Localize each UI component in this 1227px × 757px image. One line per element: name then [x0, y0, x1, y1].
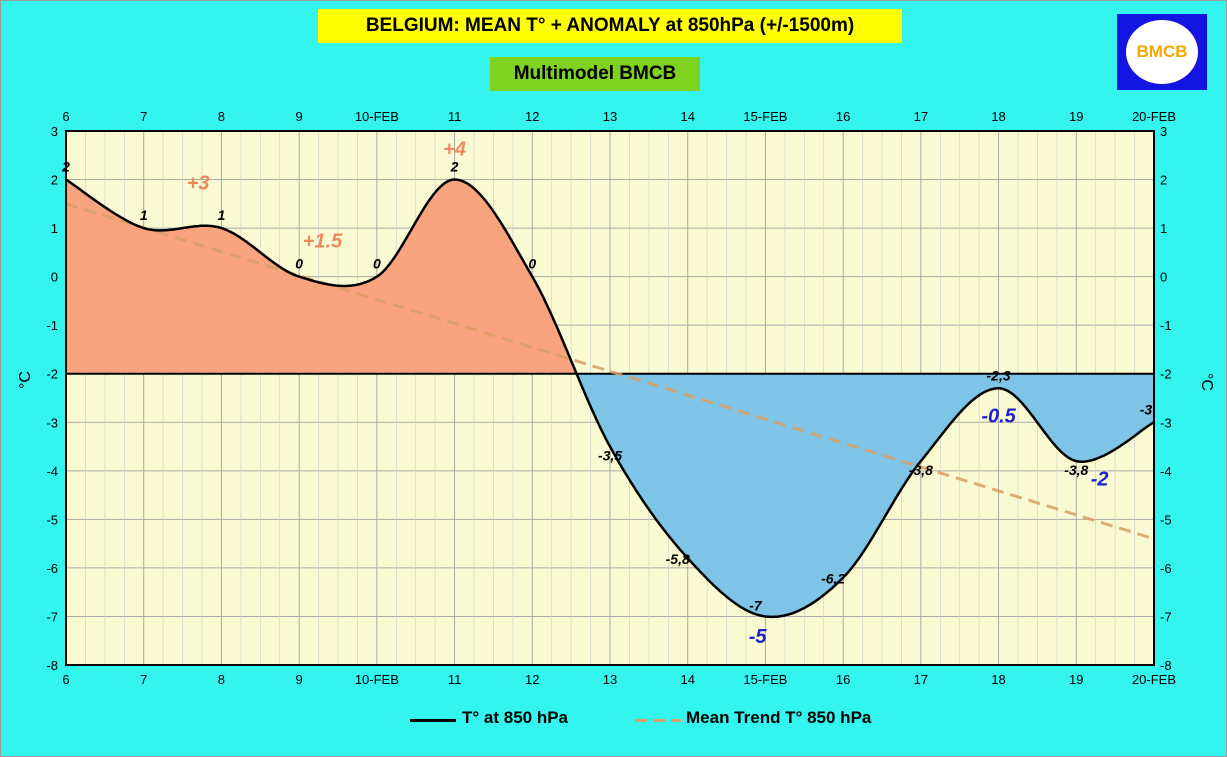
y-tick-label-left: -8: [46, 658, 58, 673]
y-tick-label-left: -7: [46, 609, 58, 624]
y-tick-label-right: -3: [1160, 415, 1172, 430]
y-axis-title-left: °C: [17, 371, 34, 389]
x-tick-label-bottom: 9: [296, 672, 303, 687]
x-tick-label-top: 8: [218, 109, 225, 124]
y-tick-label-right: 2: [1160, 173, 1167, 188]
x-tick-label-bottom: 11: [448, 672, 462, 687]
x-tick-label-bottom: 14: [680, 672, 694, 687]
data-label: 0: [373, 256, 381, 272]
y-tick-label-right: -4: [1160, 464, 1172, 479]
anomaly-annotation: -2: [1091, 468, 1109, 490]
y-tick-label-right: -7: [1160, 609, 1172, 624]
x-tick-label-bottom: 12: [525, 672, 539, 687]
legend-item-temperature: T° at 850 hPa: [462, 708, 569, 727]
anomaly-annotation: +1.5: [303, 231, 343, 253]
cold-anomaly-area: [66, 373, 1154, 617]
y-tick-label-left: 1: [51, 221, 58, 236]
data-label: 2: [450, 159, 459, 175]
x-tick-label-top: 20-FEB: [1132, 109, 1176, 124]
x-tick-label-top: 13: [603, 109, 617, 124]
x-tick-label-top: 10-FEB: [355, 109, 399, 124]
y-tick-label-right: 3: [1160, 124, 1167, 139]
y-tick-label-right: 0: [1160, 270, 1167, 285]
x-tick-label-bottom: 8: [218, 672, 225, 687]
data-label: -3: [1140, 401, 1153, 417]
plot-border: [65, 130, 1155, 666]
x-tick-label-bottom: 20-FEB: [1132, 672, 1176, 687]
x-tick-label-bottom: 15-FEB: [743, 672, 787, 687]
y-tick-label-left: 0: [51, 270, 58, 285]
x-tick-label-bottom: 7: [140, 672, 147, 687]
anomaly-annotation: +4: [443, 138, 466, 160]
chart-title: BELGIUM: MEAN T° + ANOMALY at 850hPa (+/…: [318, 9, 902, 43]
y-tick-label-right: -8: [1160, 658, 1172, 673]
x-tick-label-bottom: 6: [62, 672, 69, 687]
y-tick-label-left: -2: [46, 367, 58, 382]
y-tick-label-left: -5: [46, 512, 58, 527]
warm-anomaly-area: [66, 179, 1154, 374]
x-tick-label-top: 14: [680, 109, 694, 124]
x-tick-label-top: 18: [991, 109, 1005, 124]
y-tick-label-right: -6: [1160, 561, 1172, 576]
anomaly-annotation: -5: [749, 626, 768, 648]
data-label: -7: [749, 597, 763, 613]
y-tick-label-left: -6: [46, 561, 58, 576]
data-label: 2: [61, 159, 70, 175]
y-tick-label-left: -1: [46, 318, 58, 333]
y-tick-label-right: 1: [1160, 221, 1167, 236]
y-tick-label-left: -4: [46, 464, 58, 479]
y-tick-label-left: -3: [46, 415, 58, 430]
data-label: -5,8: [666, 551, 690, 567]
legend-solid-swatch: [410, 719, 456, 722]
x-tick-label-top: 11: [448, 109, 462, 124]
x-tick-label-top: 12: [525, 109, 539, 124]
data-label: 0: [295, 256, 303, 272]
x-tick-label-top: 19: [1069, 109, 1083, 124]
bmcb-logo: BMCB: [1117, 14, 1207, 90]
legend-dashed-swatch: [635, 719, 681, 722]
x-tick-label-top: 9: [296, 109, 303, 124]
x-tick-label-bottom: 10-FEB: [355, 672, 399, 687]
x-tick-label-top: 16: [836, 109, 850, 124]
y-tick-label-right: -1: [1160, 318, 1172, 333]
x-tick-label-bottom: 18: [991, 672, 1005, 687]
y-tick-label-right: -2: [1160, 367, 1172, 382]
y-axis-title-right: °C: [1198, 373, 1215, 391]
x-tick-label-top: 17: [914, 109, 928, 124]
x-tick-label-top: 6: [62, 109, 69, 124]
y-tick-label-left: 2: [51, 173, 58, 188]
x-tick-label-bottom: 19: [1069, 672, 1083, 687]
data-label: -3,8: [1064, 462, 1088, 478]
data-label: 1: [140, 207, 148, 223]
x-tick-label-bottom: 13: [603, 672, 617, 687]
y-tick-label-right: -5: [1160, 512, 1172, 527]
data-label: 0: [528, 256, 536, 272]
data-label: -3,5: [598, 448, 622, 464]
y-tick-label-left: 3: [51, 124, 58, 139]
x-tick-label-top: 15-FEB: [743, 109, 787, 124]
chart-subtitle: Multimodel BMCB: [490, 57, 700, 91]
data-label: -3,8: [909, 462, 933, 478]
legend-item-trend: Mean Trend T° 850 hPa: [686, 708, 872, 727]
temperature-series-line: [65, 178, 1155, 619]
data-label: -6,2: [821, 571, 845, 587]
data-label: -2,3: [987, 367, 1011, 383]
logo-text: BMCB: [1136, 42, 1188, 61]
x-tick-label-bottom: 16: [836, 672, 850, 687]
data-label: 1: [218, 207, 226, 223]
anomaly-annotation: +3: [187, 172, 210, 194]
x-tick-label-bottom: 17: [914, 672, 928, 687]
x-tick-label-top: 7: [140, 109, 147, 124]
anomaly-annotation: -0.5: [981, 405, 1016, 427]
logo-badge: BMCB: [1126, 20, 1198, 84]
